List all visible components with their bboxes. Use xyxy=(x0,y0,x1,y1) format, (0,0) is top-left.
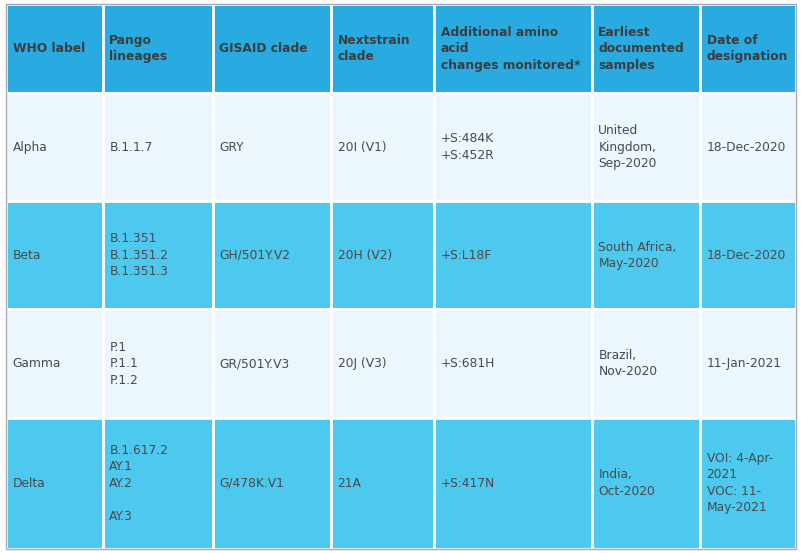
FancyBboxPatch shape xyxy=(213,201,331,310)
FancyBboxPatch shape xyxy=(592,310,700,418)
Text: +S:681H: +S:681H xyxy=(441,357,496,370)
Text: GH/501Y.V2: GH/501Y.V2 xyxy=(220,249,290,262)
FancyBboxPatch shape xyxy=(435,4,592,93)
FancyBboxPatch shape xyxy=(331,310,435,418)
FancyBboxPatch shape xyxy=(700,93,796,201)
FancyBboxPatch shape xyxy=(213,93,331,201)
FancyBboxPatch shape xyxy=(6,4,103,93)
Text: B.1.1.7: B.1.1.7 xyxy=(109,140,152,154)
FancyBboxPatch shape xyxy=(700,310,796,418)
FancyBboxPatch shape xyxy=(6,201,103,310)
Text: 11-Jan-2021: 11-Jan-2021 xyxy=(707,357,782,370)
Text: B.1.351
B.1.351.2
B.1.351.3: B.1.351 B.1.351.2 B.1.351.3 xyxy=(109,232,168,278)
FancyBboxPatch shape xyxy=(435,418,592,549)
FancyBboxPatch shape xyxy=(331,201,435,310)
Text: VOI: 4-Apr-
2021
VOC: 11-
May-2021: VOI: 4-Apr- 2021 VOC: 11- May-2021 xyxy=(707,452,773,514)
Text: G/478K.V1: G/478K.V1 xyxy=(220,477,285,489)
Text: 21A: 21A xyxy=(338,477,362,489)
Text: GR/501Y.V3: GR/501Y.V3 xyxy=(220,357,290,370)
FancyBboxPatch shape xyxy=(103,93,213,201)
FancyBboxPatch shape xyxy=(213,310,331,418)
Text: GISAID clade: GISAID clade xyxy=(220,42,308,55)
Text: +S:417N: +S:417N xyxy=(441,477,495,489)
FancyBboxPatch shape xyxy=(592,93,700,201)
Text: Pango
lineages: Pango lineages xyxy=(109,34,168,64)
FancyBboxPatch shape xyxy=(435,201,592,310)
Text: +S:L18F: +S:L18F xyxy=(441,249,492,262)
Text: 18-Dec-2020: 18-Dec-2020 xyxy=(707,140,786,154)
FancyBboxPatch shape xyxy=(103,4,213,93)
FancyBboxPatch shape xyxy=(700,201,796,310)
FancyBboxPatch shape xyxy=(592,4,700,93)
FancyBboxPatch shape xyxy=(435,93,592,201)
FancyBboxPatch shape xyxy=(213,4,331,93)
Text: South Africa,
May-2020: South Africa, May-2020 xyxy=(598,241,677,270)
Text: GRY: GRY xyxy=(220,140,244,154)
FancyBboxPatch shape xyxy=(700,418,796,549)
Text: +S:484K
+S:452R: +S:484K +S:452R xyxy=(441,132,495,162)
Text: Earliest
documented
samples: Earliest documented samples xyxy=(598,25,684,72)
Text: 20J (V3): 20J (V3) xyxy=(338,357,387,370)
Text: 18-Dec-2020: 18-Dec-2020 xyxy=(707,249,786,262)
FancyBboxPatch shape xyxy=(331,418,435,549)
Text: 20H (V2): 20H (V2) xyxy=(338,249,392,262)
Text: United
Kingdom,
Sep-2020: United Kingdom, Sep-2020 xyxy=(598,124,657,170)
FancyBboxPatch shape xyxy=(103,418,213,549)
Text: 20I (V1): 20I (V1) xyxy=(338,140,387,154)
Text: P.1
P.1.1
P.1.2: P.1 P.1.1 P.1.2 xyxy=(109,341,138,387)
FancyBboxPatch shape xyxy=(592,201,700,310)
FancyBboxPatch shape xyxy=(700,4,796,93)
Text: Gamma: Gamma xyxy=(13,357,61,370)
Text: India,
Oct-2020: India, Oct-2020 xyxy=(598,468,655,498)
FancyBboxPatch shape xyxy=(213,418,331,549)
FancyBboxPatch shape xyxy=(103,310,213,418)
Text: Brazil,
Nov-2020: Brazil, Nov-2020 xyxy=(598,349,658,378)
Text: Delta: Delta xyxy=(13,477,46,489)
Text: Beta: Beta xyxy=(13,249,41,262)
Text: Alpha: Alpha xyxy=(13,140,47,154)
Text: Additional amino
acid
changes monitored*: Additional amino acid changes monitored* xyxy=(441,25,581,72)
FancyBboxPatch shape xyxy=(331,4,435,93)
Text: Nextstrain
clade: Nextstrain clade xyxy=(338,34,410,64)
FancyBboxPatch shape xyxy=(331,93,435,201)
Text: WHO label: WHO label xyxy=(13,42,85,55)
Text: Date of
designation: Date of designation xyxy=(707,34,788,64)
FancyBboxPatch shape xyxy=(6,310,103,418)
Text: B.1.617.2
AY.1
AY.2

AY.3: B.1.617.2 AY.1 AY.2 AY.3 xyxy=(109,444,168,523)
FancyBboxPatch shape xyxy=(6,418,103,549)
FancyBboxPatch shape xyxy=(592,418,700,549)
FancyBboxPatch shape xyxy=(6,93,103,201)
FancyBboxPatch shape xyxy=(103,201,213,310)
FancyBboxPatch shape xyxy=(435,310,592,418)
